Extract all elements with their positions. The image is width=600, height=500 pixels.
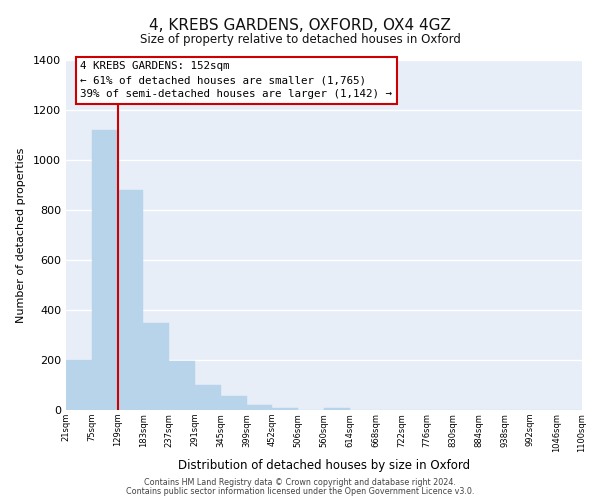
Bar	[324, 408, 350, 410]
Text: 4, KREBS GARDENS, OXFORD, OX4 4GZ: 4, KREBS GARDENS, OXFORD, OX4 4GZ	[149, 18, 451, 32]
Bar	[221, 396, 247, 410]
Bar	[118, 190, 143, 410]
Text: Contains HM Land Registry data © Crown copyright and database right 2024.: Contains HM Land Registry data © Crown c…	[144, 478, 456, 487]
Bar	[92, 130, 118, 410]
Bar	[66, 360, 92, 410]
Bar	[195, 385, 221, 410]
Bar	[247, 405, 272, 410]
Text: 4 KREBS GARDENS: 152sqm
← 61% of detached houses are smaller (1,765)
39% of semi: 4 KREBS GARDENS: 152sqm ← 61% of detache…	[80, 62, 392, 100]
X-axis label: Distribution of detached houses by size in Oxford: Distribution of detached houses by size …	[178, 458, 470, 471]
Bar	[143, 322, 169, 410]
Text: Contains public sector information licensed under the Open Government Licence v3: Contains public sector information licen…	[126, 487, 474, 496]
Bar	[272, 408, 298, 410]
Bar	[169, 361, 195, 410]
Text: Size of property relative to detached houses in Oxford: Size of property relative to detached ho…	[140, 32, 460, 46]
Y-axis label: Number of detached properties: Number of detached properties	[16, 148, 26, 322]
